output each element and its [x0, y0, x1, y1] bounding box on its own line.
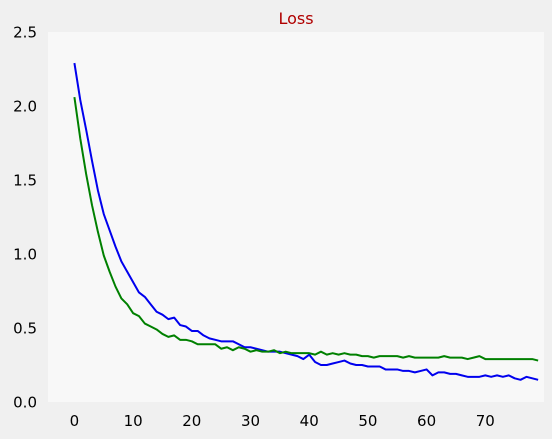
x-tick-label: 20	[182, 412, 201, 430]
y-tick-label: 2.0	[13, 98, 37, 116]
series-line-1	[73, 62, 539, 381]
plot-area	[48, 32, 544, 402]
x-tick-label: 40	[300, 412, 319, 430]
y-tick-label: 2.5	[13, 24, 37, 42]
y-tick-label: 1.0	[13, 246, 37, 264]
y-tick-label: 0.0	[13, 394, 37, 412]
x-tick-label: 60	[417, 412, 436, 430]
x-tick-label: 50	[358, 412, 377, 430]
y-tick-label: 1.5	[13, 172, 37, 190]
x-tick-label: 0	[70, 412, 80, 430]
series-layer	[73, 62, 539, 381]
x-tick-label: 30	[241, 412, 260, 430]
y-axis: 0.0 0.5 1.0 1.5 2.0 2.5	[13, 24, 37, 412]
x-tick-label: 70	[476, 412, 495, 430]
x-axis: 0 10 20 30 40 50 60 70	[70, 412, 495, 430]
x-tick-label: 10	[124, 412, 143, 430]
y-tick-label: 0.5	[13, 320, 37, 338]
chart-title: Loss	[278, 9, 313, 28]
series-line-2	[73, 96, 539, 362]
